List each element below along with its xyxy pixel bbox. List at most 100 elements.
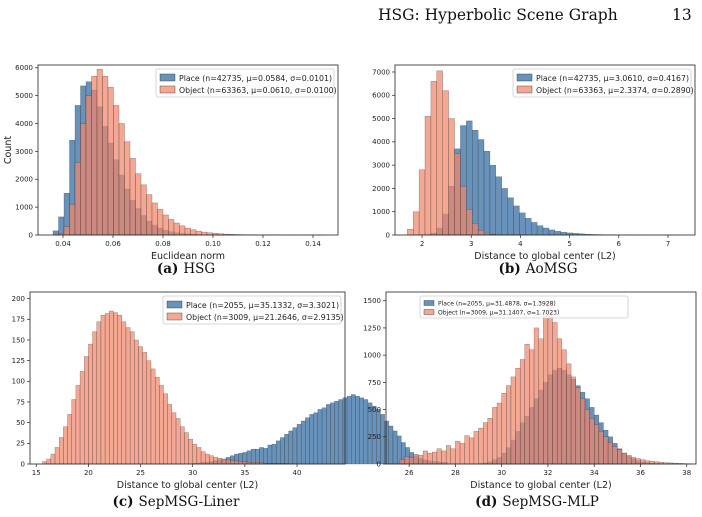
bar xyxy=(515,367,521,465)
bar xyxy=(531,222,538,236)
x-tick-label: 34 xyxy=(590,469,599,477)
x-tick-label: 26 xyxy=(405,469,414,477)
bar xyxy=(259,447,264,465)
bar xyxy=(117,314,122,465)
y-tick-label: 6000 xyxy=(15,64,33,72)
bar xyxy=(96,321,102,465)
x-tick-label: 0.08 xyxy=(155,240,171,248)
bar xyxy=(460,185,467,236)
x-tick-label: 0.14 xyxy=(305,240,321,248)
bar xyxy=(519,359,526,465)
bar xyxy=(309,414,314,465)
y-tick-label: 75 xyxy=(16,398,25,406)
bar xyxy=(200,451,206,465)
legend-swatch-object xyxy=(516,85,533,94)
y-tick-label: 1250 xyxy=(363,324,381,332)
bar xyxy=(296,424,302,465)
bar xyxy=(547,300,553,465)
bar xyxy=(91,75,98,236)
caption-b: (b) AoMSG xyxy=(499,261,578,277)
x-axis-label: Distance to global center (L2) xyxy=(470,480,611,491)
caption-d: (d) SepMSG-MLP xyxy=(475,494,599,510)
caption-a-letter: (a) xyxy=(156,261,179,277)
bar xyxy=(603,436,609,465)
plot-frame xyxy=(385,291,697,465)
x-axis-label: Euclidean norm xyxy=(151,251,225,262)
bar xyxy=(201,231,208,236)
bar xyxy=(209,455,214,465)
legend-label-place: Place (n=42735, μ=0.0584, σ=0.0101) xyxy=(179,74,332,83)
bar xyxy=(496,402,502,465)
bar xyxy=(317,409,323,465)
bar xyxy=(533,327,539,465)
bar xyxy=(100,314,106,465)
bar xyxy=(234,460,239,465)
bar xyxy=(88,343,93,465)
x-tick-label: 6 xyxy=(617,240,622,248)
x-tick-label: 40 xyxy=(293,469,302,477)
histogram-sepmsg-mlp: 26 28 30 32 34 36 38 0 250 500 750 1000 1250 1500 Dist… xyxy=(363,291,697,491)
legend-label-place: Place (n=2055, μ=31.4878, σ=1.3928) xyxy=(438,301,556,308)
bar xyxy=(313,412,319,465)
bar xyxy=(84,356,89,465)
bar xyxy=(146,360,152,465)
bar xyxy=(75,385,81,465)
y-tick-label: 500 xyxy=(368,406,381,414)
bar xyxy=(644,460,650,465)
histogram-sepmsg-liner: 15 20 25 30 35 40 0 25 50 75 100 125 150 175 200 Distan… xyxy=(12,291,448,491)
bar xyxy=(466,209,473,236)
y-tick-label: 0 xyxy=(21,460,25,468)
bar xyxy=(492,407,498,465)
bar xyxy=(271,443,277,465)
bar xyxy=(142,352,148,465)
bar xyxy=(430,81,438,236)
bar xyxy=(472,223,479,236)
bar xyxy=(288,430,294,465)
y-tick-label: 1000 xyxy=(372,208,390,216)
x-tick-label: 30 xyxy=(497,469,506,477)
bar xyxy=(230,460,235,465)
bar xyxy=(536,225,544,236)
legend-swatch-place xyxy=(516,73,533,82)
y-axis-label: Count xyxy=(3,136,14,164)
bar xyxy=(59,437,64,465)
bar xyxy=(422,450,428,465)
x-tick-label: 15 xyxy=(32,469,41,477)
bar xyxy=(459,443,465,465)
bar xyxy=(399,459,405,465)
bar xyxy=(326,404,331,465)
bar xyxy=(163,393,168,465)
bar xyxy=(408,457,414,465)
legend-swatch-object xyxy=(159,85,176,94)
bar xyxy=(635,458,641,465)
bar xyxy=(617,449,623,465)
page-number: 13 xyxy=(672,6,692,24)
bar xyxy=(529,349,535,465)
bar xyxy=(79,371,85,465)
bar xyxy=(275,440,281,465)
bar xyxy=(506,385,512,465)
bar xyxy=(552,322,558,465)
x-tick-label: 35 xyxy=(240,469,249,477)
caption-c-text: SepMSG-Liner xyxy=(138,494,240,510)
bar xyxy=(80,123,87,236)
bar xyxy=(173,222,180,236)
bar xyxy=(473,431,479,465)
bar xyxy=(305,417,310,465)
bar xyxy=(334,400,339,465)
caption-b-text: AoMSG xyxy=(525,261,578,277)
bar xyxy=(640,459,646,465)
bar xyxy=(52,230,59,236)
bar xyxy=(507,197,514,236)
bar xyxy=(566,363,572,465)
x-tick-label: 20 xyxy=(84,469,93,477)
legend-box xyxy=(512,68,692,98)
bar xyxy=(263,448,269,465)
y-tick-label: 5000 xyxy=(372,115,390,123)
y-tick-label: 3000 xyxy=(15,148,33,156)
y-tick-label: 0 xyxy=(377,460,381,468)
bar xyxy=(524,344,530,465)
legend-swatch-place xyxy=(166,300,183,309)
legend-label-object: Object (n=63363, μ=0.0610, σ=0.0100) xyxy=(179,86,337,95)
y-tick-label: 1000 xyxy=(363,352,381,360)
